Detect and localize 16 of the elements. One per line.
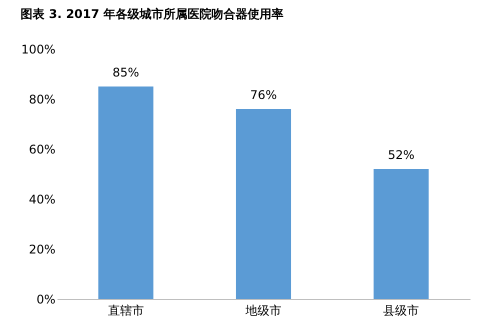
data-label: 85% [112, 66, 140, 80]
y-tick-label: 40% [28, 192, 56, 206]
y-tick-label: 20% [28, 242, 56, 256]
bar [98, 86, 154, 299]
data-label: 76% [250, 88, 277, 102]
y-tick-label: 100% [21, 42, 56, 56]
x-tick-label: 地级市 [244, 304, 282, 318]
x-tick-label: 直辖市 [108, 304, 144, 318]
chart-title: 图表 3. 2017 年各级城市所属医院吻合器使用率 [20, 7, 284, 21]
data-label: 52% [388, 148, 415, 162]
y-tick-label: 60% [28, 142, 56, 156]
x-tick-label: 县级市 [383, 304, 420, 318]
bar [374, 169, 429, 299]
y-tick-label: 80% [28, 92, 56, 106]
bar [236, 109, 292, 299]
y-tick-label: 0% [36, 292, 56, 306]
